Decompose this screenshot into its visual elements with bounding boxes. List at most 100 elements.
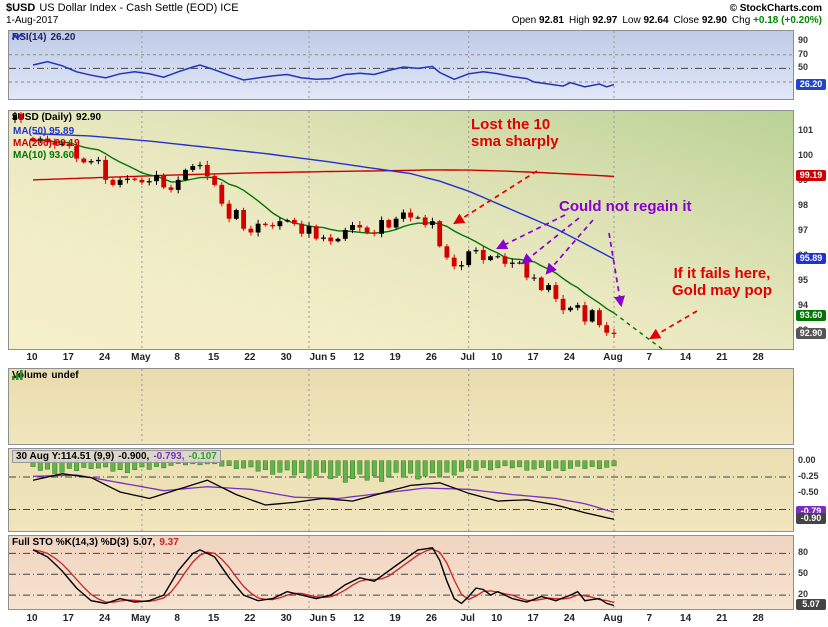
x-tick-label: 12 (353, 352, 365, 363)
sto-k-value: 5.07, (133, 537, 156, 548)
macd-signal-line (32, 474, 615, 513)
x-tick-label: 24 (563, 613, 575, 624)
rsi-label: RSI(14) (12, 32, 47, 43)
x-tick-label: Jun 5 (309, 352, 336, 363)
price-value: 92.90 (76, 112, 102, 123)
x-tick-label: 10 (26, 352, 38, 363)
x-tick-label: 22 (244, 352, 256, 363)
macd-value: -0.900, (118, 451, 150, 462)
ma-legend: MA(50) 95.89 MA(200) 99.19 MA(10) 93.60 (13, 126, 80, 162)
chg-value: +0.18 (+0.20%) (753, 15, 822, 26)
x-tick-label: Aug (603, 352, 623, 363)
x-tick-label: May (131, 352, 151, 363)
x-tick-label: 7 (646, 613, 653, 624)
close-label: Close (673, 15, 700, 26)
high-value: 92.97 (592, 15, 618, 26)
low-value: 92.64 (643, 15, 669, 26)
x-tick-label: 17 (62, 613, 74, 624)
rsi-value: 26.20 (50, 32, 76, 43)
axis-label: 95 (798, 275, 809, 286)
axis-label: 94 (798, 300, 809, 311)
annotation-arrow (496, 214, 566, 250)
x-tick-label: 26 (425, 352, 437, 363)
sto-k-line (32, 547, 615, 607)
x-tick-label: 19 (389, 613, 401, 624)
axis-label: 101 (798, 125, 814, 136)
annotation-arrow (453, 170, 538, 225)
volume-panel: Volume undef (8, 368, 794, 445)
volume-bars-icon (12, 370, 23, 380)
macd-panel-label: 30 Aug Y:114.51 (9,9) -0.900, -0.793, -0… (12, 450, 221, 463)
x-tick-label: 22 (244, 613, 256, 624)
legend-ma10: MA(10) 93.60 (13, 150, 75, 161)
x-tick-label: 12 (353, 613, 365, 624)
chart-title: US Dollar Index - Cash Settle (EOD) ICE (39, 2, 239, 14)
x-tick-label: Jul (460, 352, 475, 363)
x-tick-label: 24 (99, 613, 111, 624)
symbol: $USD (6, 2, 36, 14)
axis-badge: 26.20 (796, 78, 826, 90)
x-tick-label: 8 (174, 352, 180, 363)
rsi-line (32, 60, 615, 88)
sto-label: Full STO %K(14,3) %D(3) (12, 537, 130, 548)
axis-label: 20 (798, 589, 809, 600)
axis-label: 80 (798, 547, 809, 558)
axis-badge: -0.90 (796, 513, 826, 525)
axis-badge: -0.79 (796, 506, 826, 518)
x-tick-label: 7 (646, 352, 653, 363)
x-tick-label: 19 (389, 352, 401, 363)
sto-panel-label: Full STO %K(14,3) %D(3) 5.07, 9.37 (12, 537, 179, 548)
macd-label-prefix: 30 Aug Y:114.51 (9,9) (16, 451, 115, 462)
chart-header: $USD US Dollar Index - Cash Settle (EOD)… (6, 2, 822, 26)
volume-panel-label: Volume undef (12, 370, 79, 381)
annotation-lost-10sma: Lost the 10 sma sharply (471, 116, 559, 150)
macd-line (32, 473, 615, 520)
x-tick-label: 17 (62, 352, 74, 363)
price-panel-label: $USD (Daily) 92.90 (12, 112, 101, 123)
x-tick-label: 17 (527, 613, 539, 624)
x-tick-label: 10 (26, 613, 38, 624)
volume-plot (141, 369, 615, 444)
rsi-panel-label: RSI(14) 26.20 (12, 32, 75, 43)
x-tick-label: Jul (460, 613, 475, 624)
x-tick-label: 8 (174, 613, 180, 624)
x-tick-label: Aug (603, 613, 623, 624)
annotation-arrow (521, 217, 580, 265)
x-tick-label: 24 (563, 352, 575, 363)
x-axis: 10 17 24 May 8 15 22 30 Jun 5 12 19 26 Jul 10 17 24 Aug 7… (8, 351, 794, 366)
macd-signal-value: -0.793, (153, 451, 185, 462)
rsi-plot (9, 31, 793, 99)
axis-label: 90 (798, 35, 809, 46)
x-tick-label: 10 (491, 613, 503, 624)
source-credit: © StockCharts.com (729, 3, 822, 14)
sto-d-value: 9.37 (159, 537, 179, 548)
axis-label: 50 (798, 568, 809, 579)
x-tick-label: 14 (680, 613, 692, 624)
axis-badge: 5.07 (796, 599, 826, 611)
x-tick-label: 15 (208, 613, 220, 624)
annotation-gold-may-pop: If it fails here, Gold may pop (671, 265, 772, 299)
axis-label: -0.25 (798, 470, 819, 481)
macd-panel: 30 Aug Y:114.51 (9,9) -0.900, -0.793, -0… (8, 448, 794, 532)
macd-hist-value: -0.107 (188, 451, 217, 462)
candlestick-icon (13, 112, 23, 123)
x-tick-label: May (131, 613, 151, 624)
ma10-line (32, 139, 615, 314)
x-tick-label: 15 (208, 352, 220, 363)
ma200-line (32, 169, 615, 181)
low-label: Low (622, 15, 641, 26)
volume-value: undef (51, 370, 79, 381)
annotation-arrow (649, 310, 698, 340)
axis-label: 0.00 (798, 454, 816, 465)
price-label: $USD (Daily) (12, 112, 73, 123)
chg-label: Chg (731, 15, 751, 26)
x-tick-label: 28 (752, 613, 764, 624)
axis-label: 98 (798, 200, 809, 211)
price-panel: $USD (Daily) 92.90 MA(50) 95.89 MA(200) … (8, 110, 794, 350)
open-value: 92.81 (538, 15, 564, 26)
open-label: Open (511, 15, 537, 26)
x-tick-label: 28 (752, 352, 764, 363)
axis-badge: 99.19 (796, 170, 826, 182)
legend-ma50: MA(50) 95.89 (13, 126, 75, 137)
